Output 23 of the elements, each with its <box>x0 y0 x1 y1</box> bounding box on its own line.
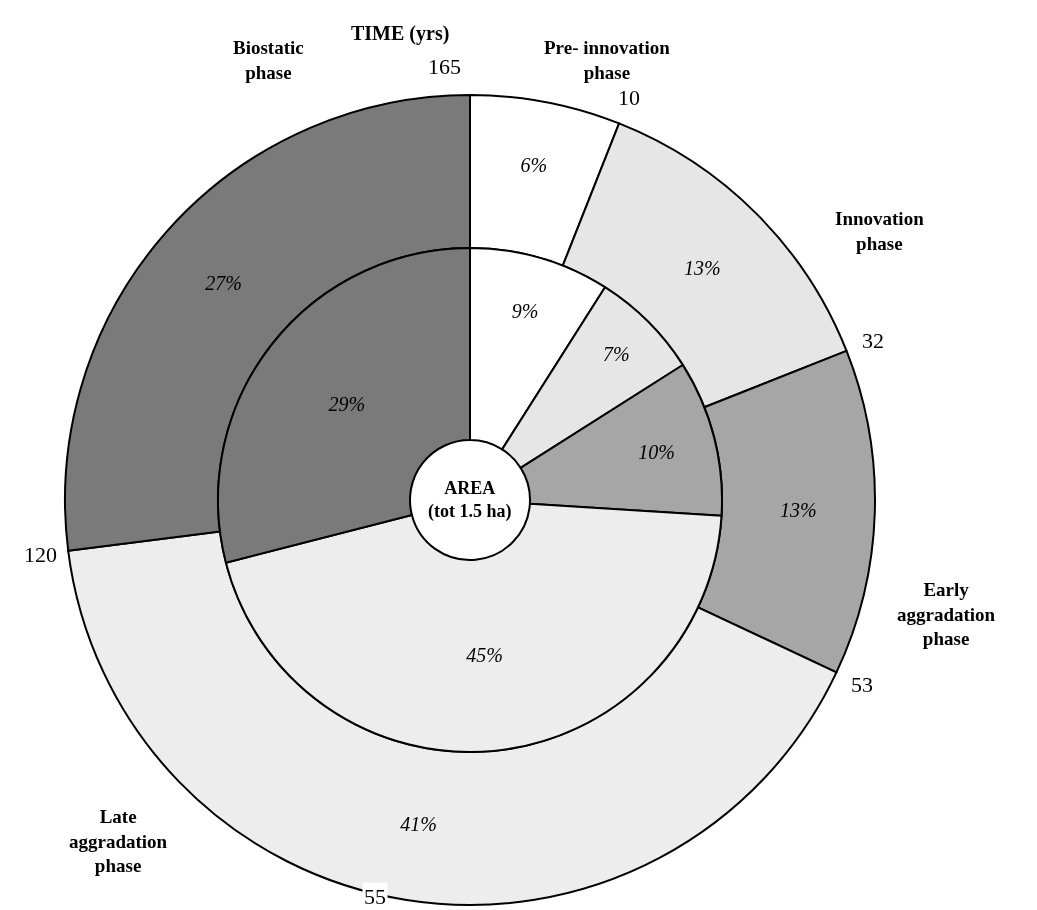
chart-title: TIME (yrs) <box>351 22 450 45</box>
data-label: 13% <box>780 499 817 522</box>
data-label: 27% <box>205 271 242 294</box>
slice-label: Pre- innovation phase <box>544 37 671 83</box>
text: 120 <box>24 542 57 567</box>
slice-label: Biostatic phase <box>233 37 304 83</box>
text: 165 <box>428 54 461 79</box>
data-label: 9% <box>511 299 539 322</box>
data-label: 10% <box>638 441 675 464</box>
data-label: 29% <box>328 393 366 416</box>
text: 10 <box>618 85 640 110</box>
data-label: 7% <box>602 342 630 365</box>
slice-label: Late aggradation phase <box>69 806 168 877</box>
text: 55 <box>364 884 386 909</box>
data-label: 13% <box>683 256 721 279</box>
data-label: 45% <box>466 644 504 667</box>
text: 53 <box>851 672 873 697</box>
text: 32 <box>862 328 884 353</box>
slice-label: Innovation phase <box>835 208 925 254</box>
text: AREA (tot 1.5 ha) <box>428 478 512 523</box>
data-label: 6% <box>520 153 548 176</box>
data-label: 41% <box>400 813 437 836</box>
slice-label: Early aggradation phase <box>897 579 996 650</box>
